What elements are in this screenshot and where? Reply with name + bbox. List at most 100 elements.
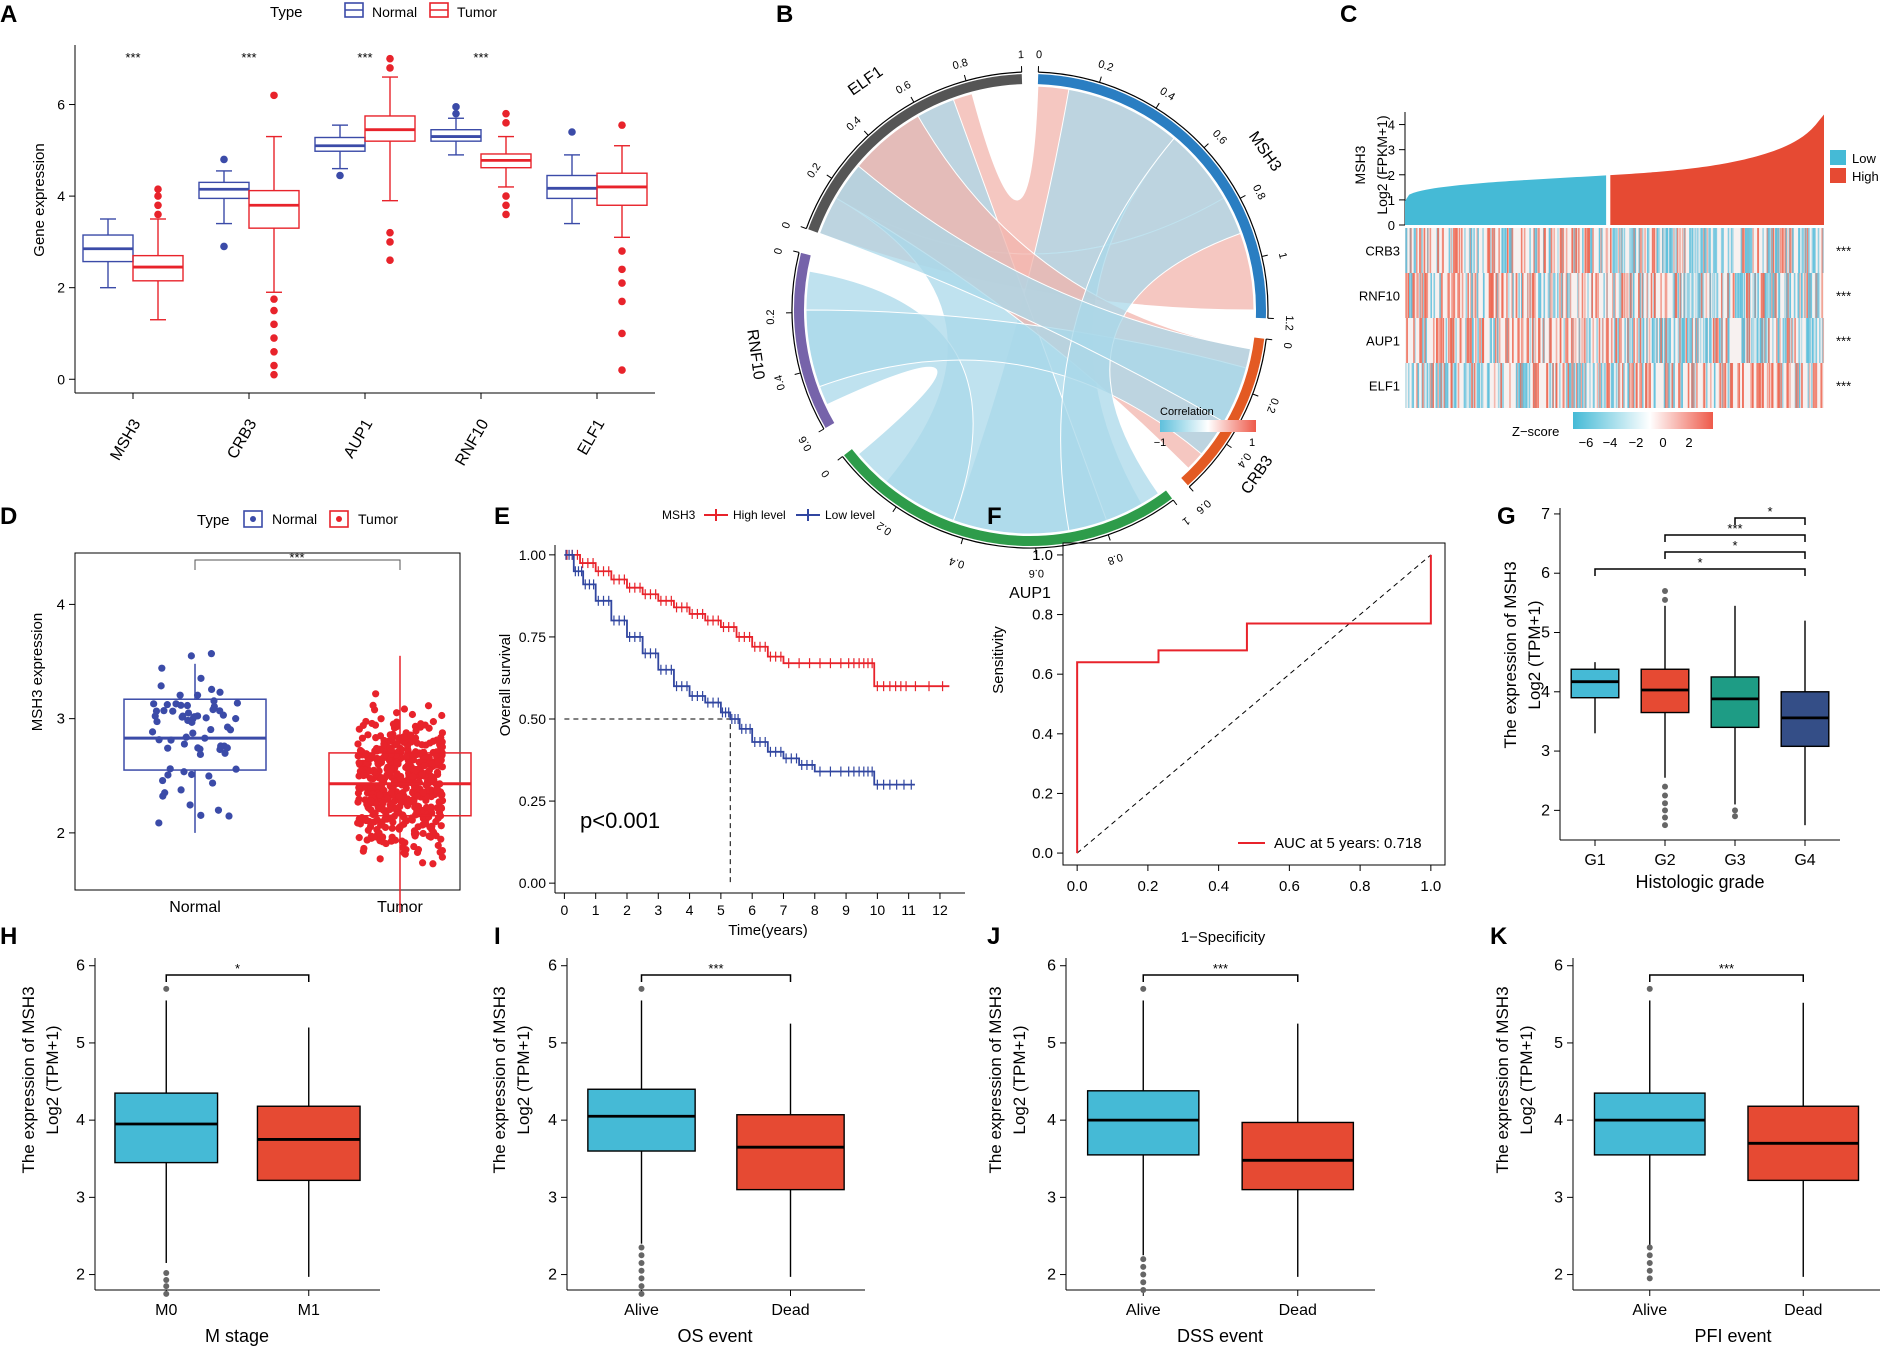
outlier-point xyxy=(163,985,170,992)
heat-cell xyxy=(1641,228,1644,273)
heat-cell xyxy=(1573,363,1575,408)
x-tick-label: RNF10 xyxy=(452,416,492,468)
heat-cell xyxy=(1502,228,1505,273)
significance-bracket xyxy=(1664,534,1806,542)
significance-label: *** xyxy=(357,50,372,65)
heat-cell xyxy=(1684,273,1686,318)
x-tick-label: 0.0 xyxy=(1067,878,1088,895)
data-point xyxy=(158,664,166,672)
heat-cell xyxy=(1792,228,1794,273)
heat-cell xyxy=(1756,318,1759,363)
heat-cell xyxy=(1640,363,1642,408)
heat-cell xyxy=(1616,228,1618,273)
heat-cell xyxy=(1586,228,1588,273)
heat-cell xyxy=(1679,318,1681,363)
heat-cell xyxy=(1597,273,1599,318)
heat-cell xyxy=(1588,228,1591,273)
data-point xyxy=(223,744,231,752)
heat-cell xyxy=(1743,228,1745,273)
y-tick-label: 1 xyxy=(1388,193,1395,208)
heat-cell xyxy=(1568,363,1571,408)
heat-cell xyxy=(1786,318,1789,363)
heat-cell xyxy=(1801,273,1803,318)
outlier-point xyxy=(336,171,344,180)
heat-cell xyxy=(1721,318,1723,363)
panel-letter-f: F xyxy=(987,503,1002,530)
heat-cell xyxy=(1688,273,1691,318)
data-point xyxy=(418,771,426,779)
heat-cell xyxy=(1692,273,1695,318)
legend-label: Low level xyxy=(825,508,875,522)
y-tick-label: 0.25 xyxy=(519,793,546,809)
heat-cell xyxy=(1699,273,1701,318)
heat-cell xyxy=(1432,363,1434,408)
heat-cell xyxy=(1674,228,1676,273)
heat-cell xyxy=(1806,228,1809,273)
heat-cell xyxy=(1653,273,1656,318)
panel-letter-e: E xyxy=(494,503,510,530)
heat-cell xyxy=(1680,363,1682,408)
x-tick-label: M1 xyxy=(298,1302,320,1319)
heat-cell xyxy=(1628,228,1631,273)
heat-cell xyxy=(1522,318,1524,363)
heat-cell xyxy=(1569,273,1572,318)
data-point xyxy=(366,767,374,775)
y-tick-label: 0.50 xyxy=(519,711,546,727)
sector-tick xyxy=(1266,338,1273,341)
heat-cell xyxy=(1409,273,1411,318)
heat-cell xyxy=(1771,228,1774,273)
heat-cell xyxy=(1614,273,1616,318)
heatmap-row xyxy=(1405,273,1824,318)
y-tick-label: 2 xyxy=(76,1267,85,1284)
heat-cell xyxy=(1412,273,1415,318)
data-point xyxy=(418,741,426,749)
y-axis-label: The expression of MSH3 xyxy=(986,986,1005,1173)
heat-cell xyxy=(1784,228,1787,273)
y-tick-label: 5 xyxy=(1047,1035,1056,1052)
y-tick-label: 2 xyxy=(1047,1267,1056,1284)
sector-label: ELF1 xyxy=(845,63,886,99)
heat-cell xyxy=(1445,318,1448,363)
heat-cell xyxy=(1610,363,1613,408)
heat-cell xyxy=(1658,228,1661,273)
heat-cell xyxy=(1760,363,1763,408)
data-point xyxy=(216,707,224,715)
significance-label: *** xyxy=(241,50,256,65)
heat-cell xyxy=(1518,273,1520,318)
box xyxy=(1241,1121,1355,1191)
heat-cell xyxy=(1493,228,1496,273)
low-expression-area xyxy=(1405,175,1607,225)
sector-tick-label: 1 xyxy=(1276,251,1289,260)
outlier-point xyxy=(452,109,460,118)
sector-tick xyxy=(1203,143,1209,149)
sector-tick xyxy=(800,226,807,230)
heat-cell xyxy=(1726,318,1728,363)
heat-cell xyxy=(1507,318,1510,363)
heat-cell xyxy=(1585,318,1588,363)
heat-cell xyxy=(1659,318,1661,363)
row-label: ELF1 xyxy=(1369,379,1400,394)
sector-tick-label: 0.6 xyxy=(1210,128,1229,147)
heat-cell xyxy=(1629,273,1632,318)
y-tick-label: 0.8 xyxy=(1032,607,1053,624)
heat-cell xyxy=(1578,318,1581,363)
heat-cell xyxy=(1503,228,1506,273)
data-point xyxy=(396,802,404,811)
heat-cell xyxy=(1639,273,1642,318)
heat-cell xyxy=(1751,318,1753,363)
heat-cell xyxy=(1805,228,1807,273)
heat-cell xyxy=(1677,273,1680,318)
heat-cell xyxy=(1681,228,1684,273)
x-tick-label: Dead xyxy=(771,1302,809,1319)
data-point xyxy=(409,756,418,764)
survival-curve xyxy=(564,553,915,786)
heat-cell xyxy=(1737,273,1740,318)
heat-cell xyxy=(1743,273,1746,318)
heat-cell xyxy=(1777,318,1780,363)
heat-cell xyxy=(1526,318,1528,363)
heat-cell xyxy=(1777,363,1780,408)
data-point xyxy=(362,750,370,758)
zscore-legend: Z−score −6 −4 −2 0 2 xyxy=(1512,412,1713,450)
heat-cell xyxy=(1489,318,1492,363)
y-tick-label: 4 xyxy=(1541,684,1550,701)
